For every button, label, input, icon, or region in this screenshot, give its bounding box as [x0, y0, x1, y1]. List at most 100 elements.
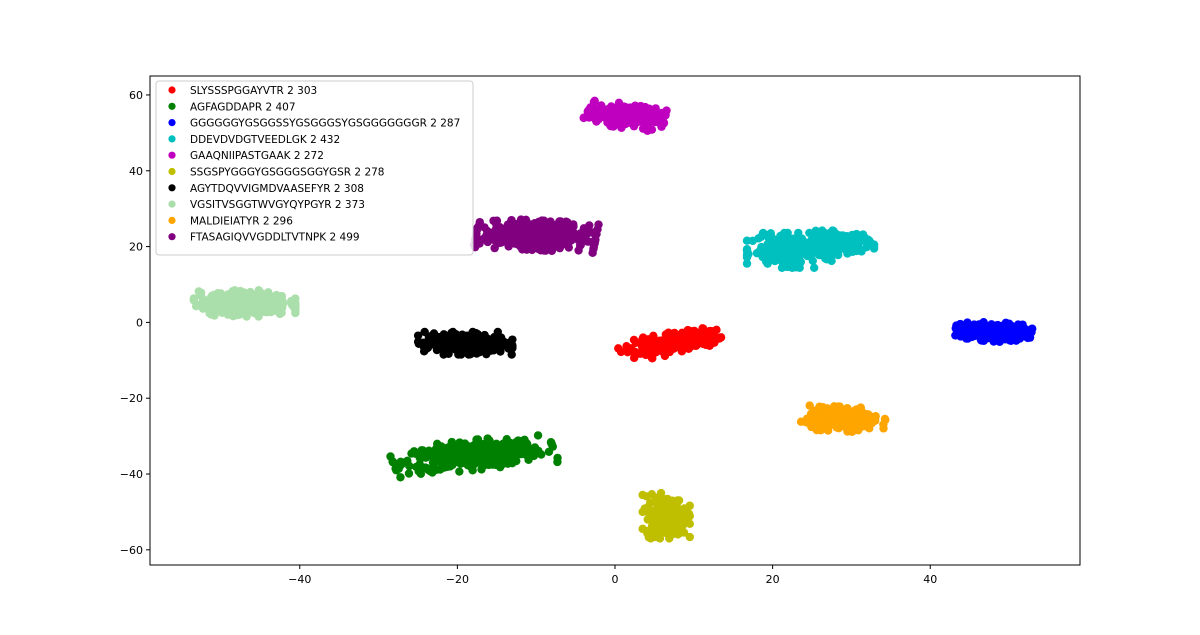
- data-point: [742, 253, 752, 262]
- data-point: [843, 246, 853, 255]
- legend-marker: [168, 135, 176, 143]
- series-4: [579, 96, 671, 135]
- data-point: [508, 335, 517, 344]
- data-point: [257, 289, 266, 298]
- data-point: [477, 465, 486, 474]
- data-point: [742, 259, 752, 268]
- legend-entry-label: SLYSSSPGGAYVTR 2 303: [190, 85, 317, 97]
- data-point: [679, 528, 689, 537]
- data-point: [425, 332, 435, 341]
- data-point: [254, 312, 263, 321]
- data-point: [539, 246, 549, 255]
- legend-marker: [168, 151, 176, 159]
- data-point: [683, 331, 693, 340]
- data-point: [638, 524, 647, 534]
- data-point: [548, 442, 558, 451]
- data-point: [837, 416, 847, 425]
- data-point: [662, 519, 671, 528]
- data-point: [450, 339, 460, 348]
- data-point: [513, 236, 522, 245]
- data-point: [799, 241, 809, 250]
- data-point: [756, 232, 766, 242]
- data-point: [742, 236, 752, 245]
- x-tick-label: 0: [612, 573, 619, 586]
- data-point: [708, 331, 718, 340]
- data-point: [509, 226, 518, 235]
- data-point: [522, 225, 531, 234]
- data-point: [248, 295, 258, 304]
- data-point: [455, 467, 464, 476]
- data-point: [828, 226, 837, 235]
- data-point: [1003, 332, 1012, 341]
- data-point: [818, 403, 828, 412]
- data-point: [824, 411, 833, 420]
- data-point: [629, 335, 639, 345]
- data-point: [544, 223, 553, 232]
- data-point: [957, 324, 966, 333]
- data-point: [850, 416, 860, 426]
- series-2: [951, 318, 1037, 347]
- data-point: [522, 438, 531, 448]
- x-tick-label: 40: [923, 573, 937, 586]
- data-point: [425, 340, 434, 350]
- data-point: [811, 421, 821, 430]
- series-5: [638, 488, 694, 543]
- data-point: [414, 467, 423, 476]
- legend-marker: [168, 167, 176, 176]
- data-point: [196, 291, 205, 300]
- data-point: [638, 490, 647, 500]
- data-point: [499, 442, 509, 451]
- axes-layer: −40 −20 0 20 40 −60 −40 −20 0 20 40 60: [120, 89, 937, 586]
- y-tick-label: 60: [129, 89, 143, 102]
- data-point: [468, 327, 477, 337]
- data-point: [560, 234, 569, 244]
- data-point: [403, 456, 412, 466]
- data-point: [581, 226, 591, 236]
- data-point: [567, 224, 577, 233]
- data-point: [594, 109, 604, 118]
- data-point: [498, 459, 507, 469]
- data-point: [951, 331, 960, 340]
- data-point: [396, 473, 405, 482]
- data-point: [438, 336, 448, 345]
- data-point: [710, 338, 719, 347]
- data-point: [801, 417, 811, 427]
- data-point: [640, 504, 649, 513]
- data-point: [645, 345, 654, 354]
- legend-entry-label: DDEVDVDGTVEEDLGK 2 432: [190, 134, 340, 146]
- data-point: [742, 245, 752, 255]
- data-point: [507, 350, 516, 359]
- data-point: [662, 106, 671, 115]
- data-point: [481, 343, 491, 353]
- data-point: [833, 232, 842, 242]
- data-point: [674, 496, 684, 505]
- data-point: [388, 457, 397, 466]
- data-point: [434, 449, 444, 458]
- data-point: [951, 324, 960, 333]
- x-tick-label: 20: [766, 573, 780, 586]
- data-point: [511, 219, 520, 229]
- data-point: [438, 343, 447, 352]
- data-point: [606, 122, 616, 131]
- data-point: [672, 507, 682, 517]
- x-tick-label: −20: [446, 573, 469, 586]
- legend-marker: [168, 216, 176, 224]
- data-point: [564, 243, 573, 252]
- data-point: [880, 414, 890, 424]
- y-tick-label: −20: [120, 392, 143, 405]
- legend-entry-label: GAAQNIIPASTGAAK 2 272: [190, 150, 324, 162]
- y-tick-label: −60: [120, 544, 143, 557]
- data-point: [625, 116, 635, 126]
- data-point: [700, 331, 709, 340]
- data-point: [460, 439, 470, 448]
- data-point: [716, 333, 726, 342]
- data-point: [586, 103, 595, 112]
- data-point: [771, 237, 781, 247]
- data-point: [208, 305, 218, 314]
- data-point: [815, 239, 824, 249]
- data-point: [495, 230, 504, 240]
- data-point: [647, 490, 657, 499]
- legend-marker: [168, 200, 176, 208]
- data-point: [508, 343, 517, 353]
